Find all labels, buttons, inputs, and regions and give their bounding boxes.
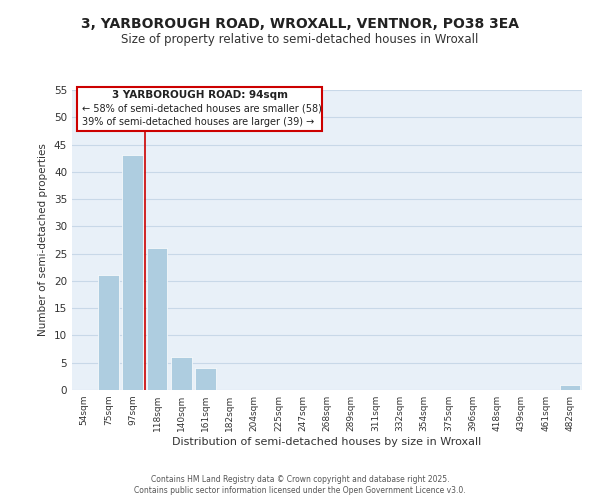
Text: 39% of semi-detached houses are larger (39) →: 39% of semi-detached houses are larger (… <box>82 118 314 128</box>
X-axis label: Distribution of semi-detached houses by size in Wroxall: Distribution of semi-detached houses by … <box>172 437 482 447</box>
Text: 3, YARBOROUGH ROAD, WROXALL, VENTNOR, PO38 3EA: 3, YARBOROUGH ROAD, WROXALL, VENTNOR, PO… <box>81 18 519 32</box>
Bar <box>171 358 191 390</box>
Bar <box>98 276 119 390</box>
Text: Size of property relative to semi-detached houses in Wroxall: Size of property relative to semi-detach… <box>121 32 479 46</box>
Text: Contains HM Land Registry data © Crown copyright and database right 2025.: Contains HM Land Registry data © Crown c… <box>151 475 449 484</box>
Text: ← 58% of semi-detached houses are smaller (58): ← 58% of semi-detached houses are smalle… <box>82 104 322 114</box>
Bar <box>122 156 143 390</box>
Bar <box>146 248 167 390</box>
Text: Contains public sector information licensed under the Open Government Licence v3: Contains public sector information licen… <box>134 486 466 495</box>
Y-axis label: Number of semi-detached properties: Number of semi-detached properties <box>38 144 49 336</box>
Bar <box>560 384 580 390</box>
Text: 3 YARBOROUGH ROAD: 94sqm: 3 YARBOROUGH ROAD: 94sqm <box>112 90 287 100</box>
Bar <box>77 88 322 131</box>
Bar <box>195 368 216 390</box>
